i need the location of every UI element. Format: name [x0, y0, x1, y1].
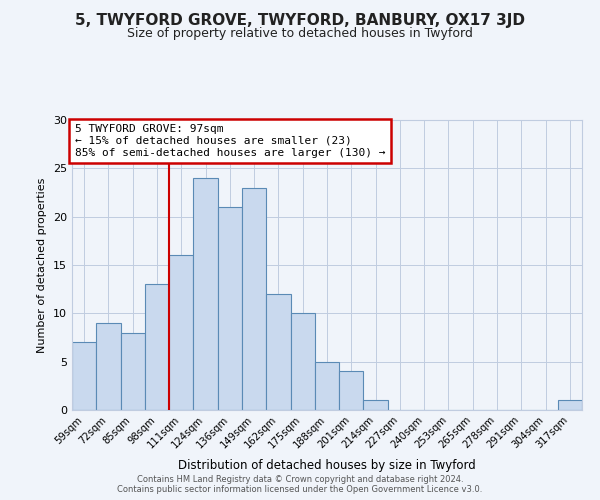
Y-axis label: Number of detached properties: Number of detached properties [37, 178, 47, 352]
Text: Contains HM Land Registry data © Crown copyright and database right 2024.: Contains HM Land Registry data © Crown c… [137, 475, 463, 484]
X-axis label: Distribution of detached houses by size in Twyford: Distribution of detached houses by size … [178, 459, 476, 472]
Bar [242, 188, 266, 410]
Bar [72, 342, 96, 410]
Bar [121, 332, 145, 410]
Bar [315, 362, 339, 410]
Bar [145, 284, 169, 410]
Bar [339, 372, 364, 410]
Text: 5, TWYFORD GROVE, TWYFORD, BANBURY, OX17 3JD: 5, TWYFORD GROVE, TWYFORD, BANBURY, OX17… [75, 12, 525, 28]
Bar [266, 294, 290, 410]
Bar [364, 400, 388, 410]
Bar [193, 178, 218, 410]
Bar [169, 256, 193, 410]
Text: Contains public sector information licensed under the Open Government Licence v3: Contains public sector information licen… [118, 485, 482, 494]
Bar [96, 323, 121, 410]
Bar [290, 314, 315, 410]
Text: 5 TWYFORD GROVE: 97sqm
← 15% of detached houses are smaller (23)
85% of semi-det: 5 TWYFORD GROVE: 97sqm ← 15% of detached… [74, 124, 385, 158]
Bar [558, 400, 582, 410]
Text: Size of property relative to detached houses in Twyford: Size of property relative to detached ho… [127, 28, 473, 40]
Bar [218, 207, 242, 410]
